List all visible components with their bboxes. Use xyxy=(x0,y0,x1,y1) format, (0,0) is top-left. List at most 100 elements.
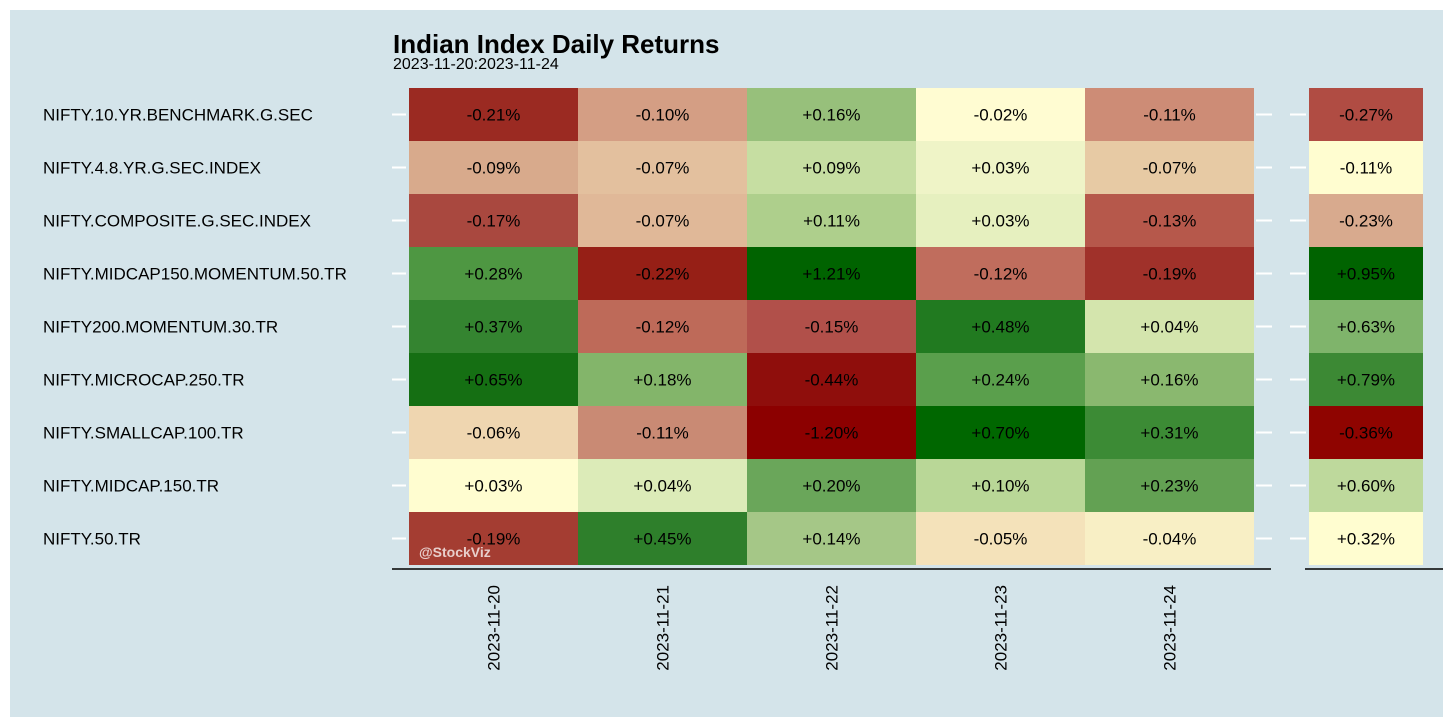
heatmap-cell xyxy=(747,300,916,353)
row-label: NIFTY.10.YR.BENCHMARK.G.SEC xyxy=(43,106,313,125)
heatmap-cell xyxy=(916,406,1085,459)
heatmap-cell xyxy=(409,459,578,512)
row-label: NIFTY.MIDCAP.150.TR xyxy=(43,477,219,496)
heatmap-chart: Indian Index Daily Returns 2023-11-20:20… xyxy=(43,29,1443,671)
cell-value-label: +0.16% xyxy=(802,106,860,125)
summary-value-label: -0.11% xyxy=(1340,159,1393,178)
heatmap-cell xyxy=(578,512,747,565)
summary-value-label: -0.27% xyxy=(1339,106,1393,125)
heatmap-cells: -0.21% -0.10% +0.16% -0.02% -0.11% -0.09% -0.0… xyxy=(409,88,1254,565)
cell-value-label: -0.07% xyxy=(636,159,690,178)
chart-panel: Indian Index Daily Returns 2023-11-20:20… xyxy=(10,10,1443,717)
summary-cell xyxy=(1309,141,1423,194)
row-label: NIFTY200.MOMENTUM.30.TR xyxy=(43,318,278,337)
summary-column: -0.27% -0.11% -0.23% +0.95% +0.63% +0.79% -0.3… xyxy=(1309,88,1423,565)
x-tick-labels: 2023-11-20 2023-11-21 2023-11-22 2023-11-23… xyxy=(485,585,1180,671)
summary-cell xyxy=(1309,512,1423,565)
chart-title: Indian Index Daily Returns xyxy=(393,29,720,59)
heatmap-cell xyxy=(1085,141,1254,194)
summary-cell xyxy=(1309,459,1423,512)
heatmap-cell xyxy=(1085,406,1254,459)
summary-cell xyxy=(1309,406,1423,459)
cell-value-label: -0.12% xyxy=(974,265,1028,284)
summary-cell xyxy=(1309,247,1423,300)
row-label: NIFTY.4.8.YR.G.SEC.INDEX xyxy=(43,159,261,178)
cell-value-label: -0.02% xyxy=(974,106,1028,125)
heatmap-cell xyxy=(409,141,578,194)
heatmap-cell xyxy=(1085,194,1254,247)
cell-value-label: +0.31% xyxy=(1140,424,1198,443)
heatmap-cell xyxy=(747,406,916,459)
heatmap-cell xyxy=(578,88,747,141)
cell-value-label: -0.12% xyxy=(636,318,690,337)
cell-value-label: -0.11% xyxy=(636,424,689,443)
heatmap-cell xyxy=(578,353,747,406)
row-label: NIFTY.COMPOSITE.G.SEC.INDEX xyxy=(43,212,311,231)
summary-cell xyxy=(1309,353,1423,406)
heatmap-cell xyxy=(409,300,578,353)
cell-value-label: +0.24% xyxy=(971,371,1029,390)
cell-value-label: -0.05% xyxy=(974,530,1028,549)
cell-value-label: -0.07% xyxy=(1143,159,1197,178)
heatmap-cell xyxy=(1085,247,1254,300)
cell-value-label: +0.03% xyxy=(971,212,1029,231)
cell-value-label: -0.22% xyxy=(636,265,690,284)
heatmap-cell xyxy=(409,247,578,300)
cell-value-label: +0.37% xyxy=(464,318,522,337)
summary-value-label: -0.36% xyxy=(1339,424,1393,443)
cell-value-label: +0.04% xyxy=(633,477,691,496)
heatmap-cell xyxy=(747,459,916,512)
cell-value-label: -0.17% xyxy=(467,212,521,231)
heatmap-cell xyxy=(916,141,1085,194)
cell-value-label: +1.21% xyxy=(802,265,860,284)
cell-value-label: -0.21% xyxy=(467,106,521,125)
x-tick-label: 2023-11-24 xyxy=(1161,585,1180,671)
heatmap-cell xyxy=(1085,512,1254,565)
heatmap-cell xyxy=(916,194,1085,247)
heatmap-cell xyxy=(747,247,916,300)
x-tick-label: 2023-11-20 xyxy=(485,585,504,671)
summary-value-label: +0.79% xyxy=(1337,371,1395,390)
heatmap-cell xyxy=(747,512,916,565)
heatmap-cell xyxy=(747,353,916,406)
cell-value-label: +0.18% xyxy=(633,371,691,390)
summary-cell xyxy=(1309,300,1423,353)
cell-value-label: -0.11% xyxy=(1143,106,1196,125)
heatmap-cell xyxy=(747,88,916,141)
cell-value-label: -0.13% xyxy=(1143,212,1197,231)
cell-value-label: +0.03% xyxy=(464,477,522,496)
heatmap-cell xyxy=(916,88,1085,141)
x-tick-label: 2023-11-23 xyxy=(992,585,1011,671)
heatmap-cell xyxy=(409,406,578,459)
row-label: NIFTY.SMALLCAP.100.TR xyxy=(43,424,244,443)
cell-value-label: +0.65% xyxy=(464,371,522,390)
summary-cell xyxy=(1309,88,1423,141)
cell-value-label: -0.06% xyxy=(467,424,521,443)
heatmap-cell xyxy=(409,353,578,406)
cell-value-label: +0.28% xyxy=(464,265,522,284)
cell-value-label: +0.10% xyxy=(971,477,1029,496)
heatmap-cell xyxy=(916,353,1085,406)
heatmap-cell xyxy=(409,194,578,247)
cell-value-label: -0.19% xyxy=(467,530,521,549)
heatmap-cell xyxy=(409,512,578,565)
summary-cell xyxy=(1309,194,1423,247)
chart-subtitle: 2023-11-20:2023-11-24 xyxy=(393,56,559,73)
heatmap-cell xyxy=(916,300,1085,353)
heatmap-cell xyxy=(1085,88,1254,141)
heatmap-cell xyxy=(1085,300,1254,353)
heatmap-cell xyxy=(916,247,1085,300)
heatmap-cell xyxy=(578,300,747,353)
cell-value-label: -0.07% xyxy=(636,212,690,231)
cell-value-label: -0.44% xyxy=(805,371,859,390)
summary-value-label: +0.63% xyxy=(1337,318,1395,337)
row-labels: NIFTY.10.YR.BENCHMARK.G.SEC NIFTY.4.8.YR.… xyxy=(43,106,347,549)
heatmap-cell xyxy=(578,459,747,512)
heatmap-cell xyxy=(578,194,747,247)
watermark: @StockViz xyxy=(419,544,491,560)
cell-value-label: +0.04% xyxy=(1140,318,1198,337)
heatmap-cell xyxy=(578,247,747,300)
tick-marks xyxy=(392,113,1306,540)
heatmap-cell xyxy=(409,88,578,141)
cell-value-label: +0.20% xyxy=(802,477,860,496)
